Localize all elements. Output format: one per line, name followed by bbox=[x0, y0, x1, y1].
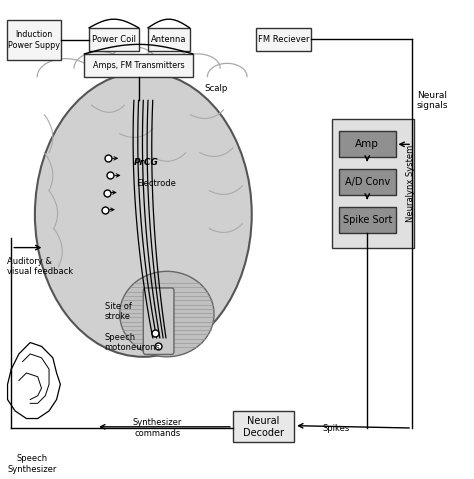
FancyBboxPatch shape bbox=[7, 20, 61, 60]
Text: Electrode: Electrode bbox=[136, 179, 176, 188]
FancyBboxPatch shape bbox=[143, 288, 174, 354]
Text: Speech
Synthesizer: Speech Synthesizer bbox=[8, 454, 57, 474]
Text: Spike Sort: Spike Sort bbox=[343, 215, 392, 225]
FancyBboxPatch shape bbox=[89, 28, 138, 51]
FancyBboxPatch shape bbox=[233, 411, 294, 442]
Text: Amps, FM Transmitters: Amps, FM Transmitters bbox=[93, 61, 184, 70]
FancyBboxPatch shape bbox=[256, 28, 310, 51]
FancyBboxPatch shape bbox=[339, 131, 395, 158]
Text: Antenna: Antenna bbox=[151, 34, 187, 44]
FancyBboxPatch shape bbox=[84, 54, 193, 77]
FancyBboxPatch shape bbox=[339, 169, 395, 195]
Text: Neural
signals: Neural signals bbox=[417, 91, 448, 110]
Text: Amp: Amp bbox=[356, 139, 379, 149]
Ellipse shape bbox=[120, 271, 214, 357]
FancyBboxPatch shape bbox=[148, 28, 190, 51]
Text: Synthesizer
commands: Synthesizer commands bbox=[133, 418, 182, 438]
FancyBboxPatch shape bbox=[332, 119, 414, 248]
Text: A/D Conv: A/D Conv bbox=[345, 177, 390, 187]
Text: Site of
stroke: Site of stroke bbox=[105, 302, 132, 321]
Ellipse shape bbox=[35, 72, 252, 357]
Text: PrCG: PrCG bbox=[134, 158, 159, 167]
Text: Auditory &
visual feedback: Auditory & visual feedback bbox=[7, 257, 73, 276]
Text: Neuralynx System: Neuralynx System bbox=[406, 145, 415, 222]
Text: Spikes: Spikes bbox=[322, 423, 350, 433]
Text: FM Reciever: FM Reciever bbox=[258, 34, 310, 44]
FancyBboxPatch shape bbox=[339, 207, 395, 233]
Text: Neural
Decoder: Neural Decoder bbox=[243, 416, 284, 438]
Text: Power Coil: Power Coil bbox=[92, 34, 136, 44]
Text: Induction
Power Suppy: Induction Power Suppy bbox=[8, 30, 60, 49]
Text: Scalp: Scalp bbox=[205, 84, 228, 93]
Text: Speech
motoneurons: Speech motoneurons bbox=[105, 333, 161, 352]
